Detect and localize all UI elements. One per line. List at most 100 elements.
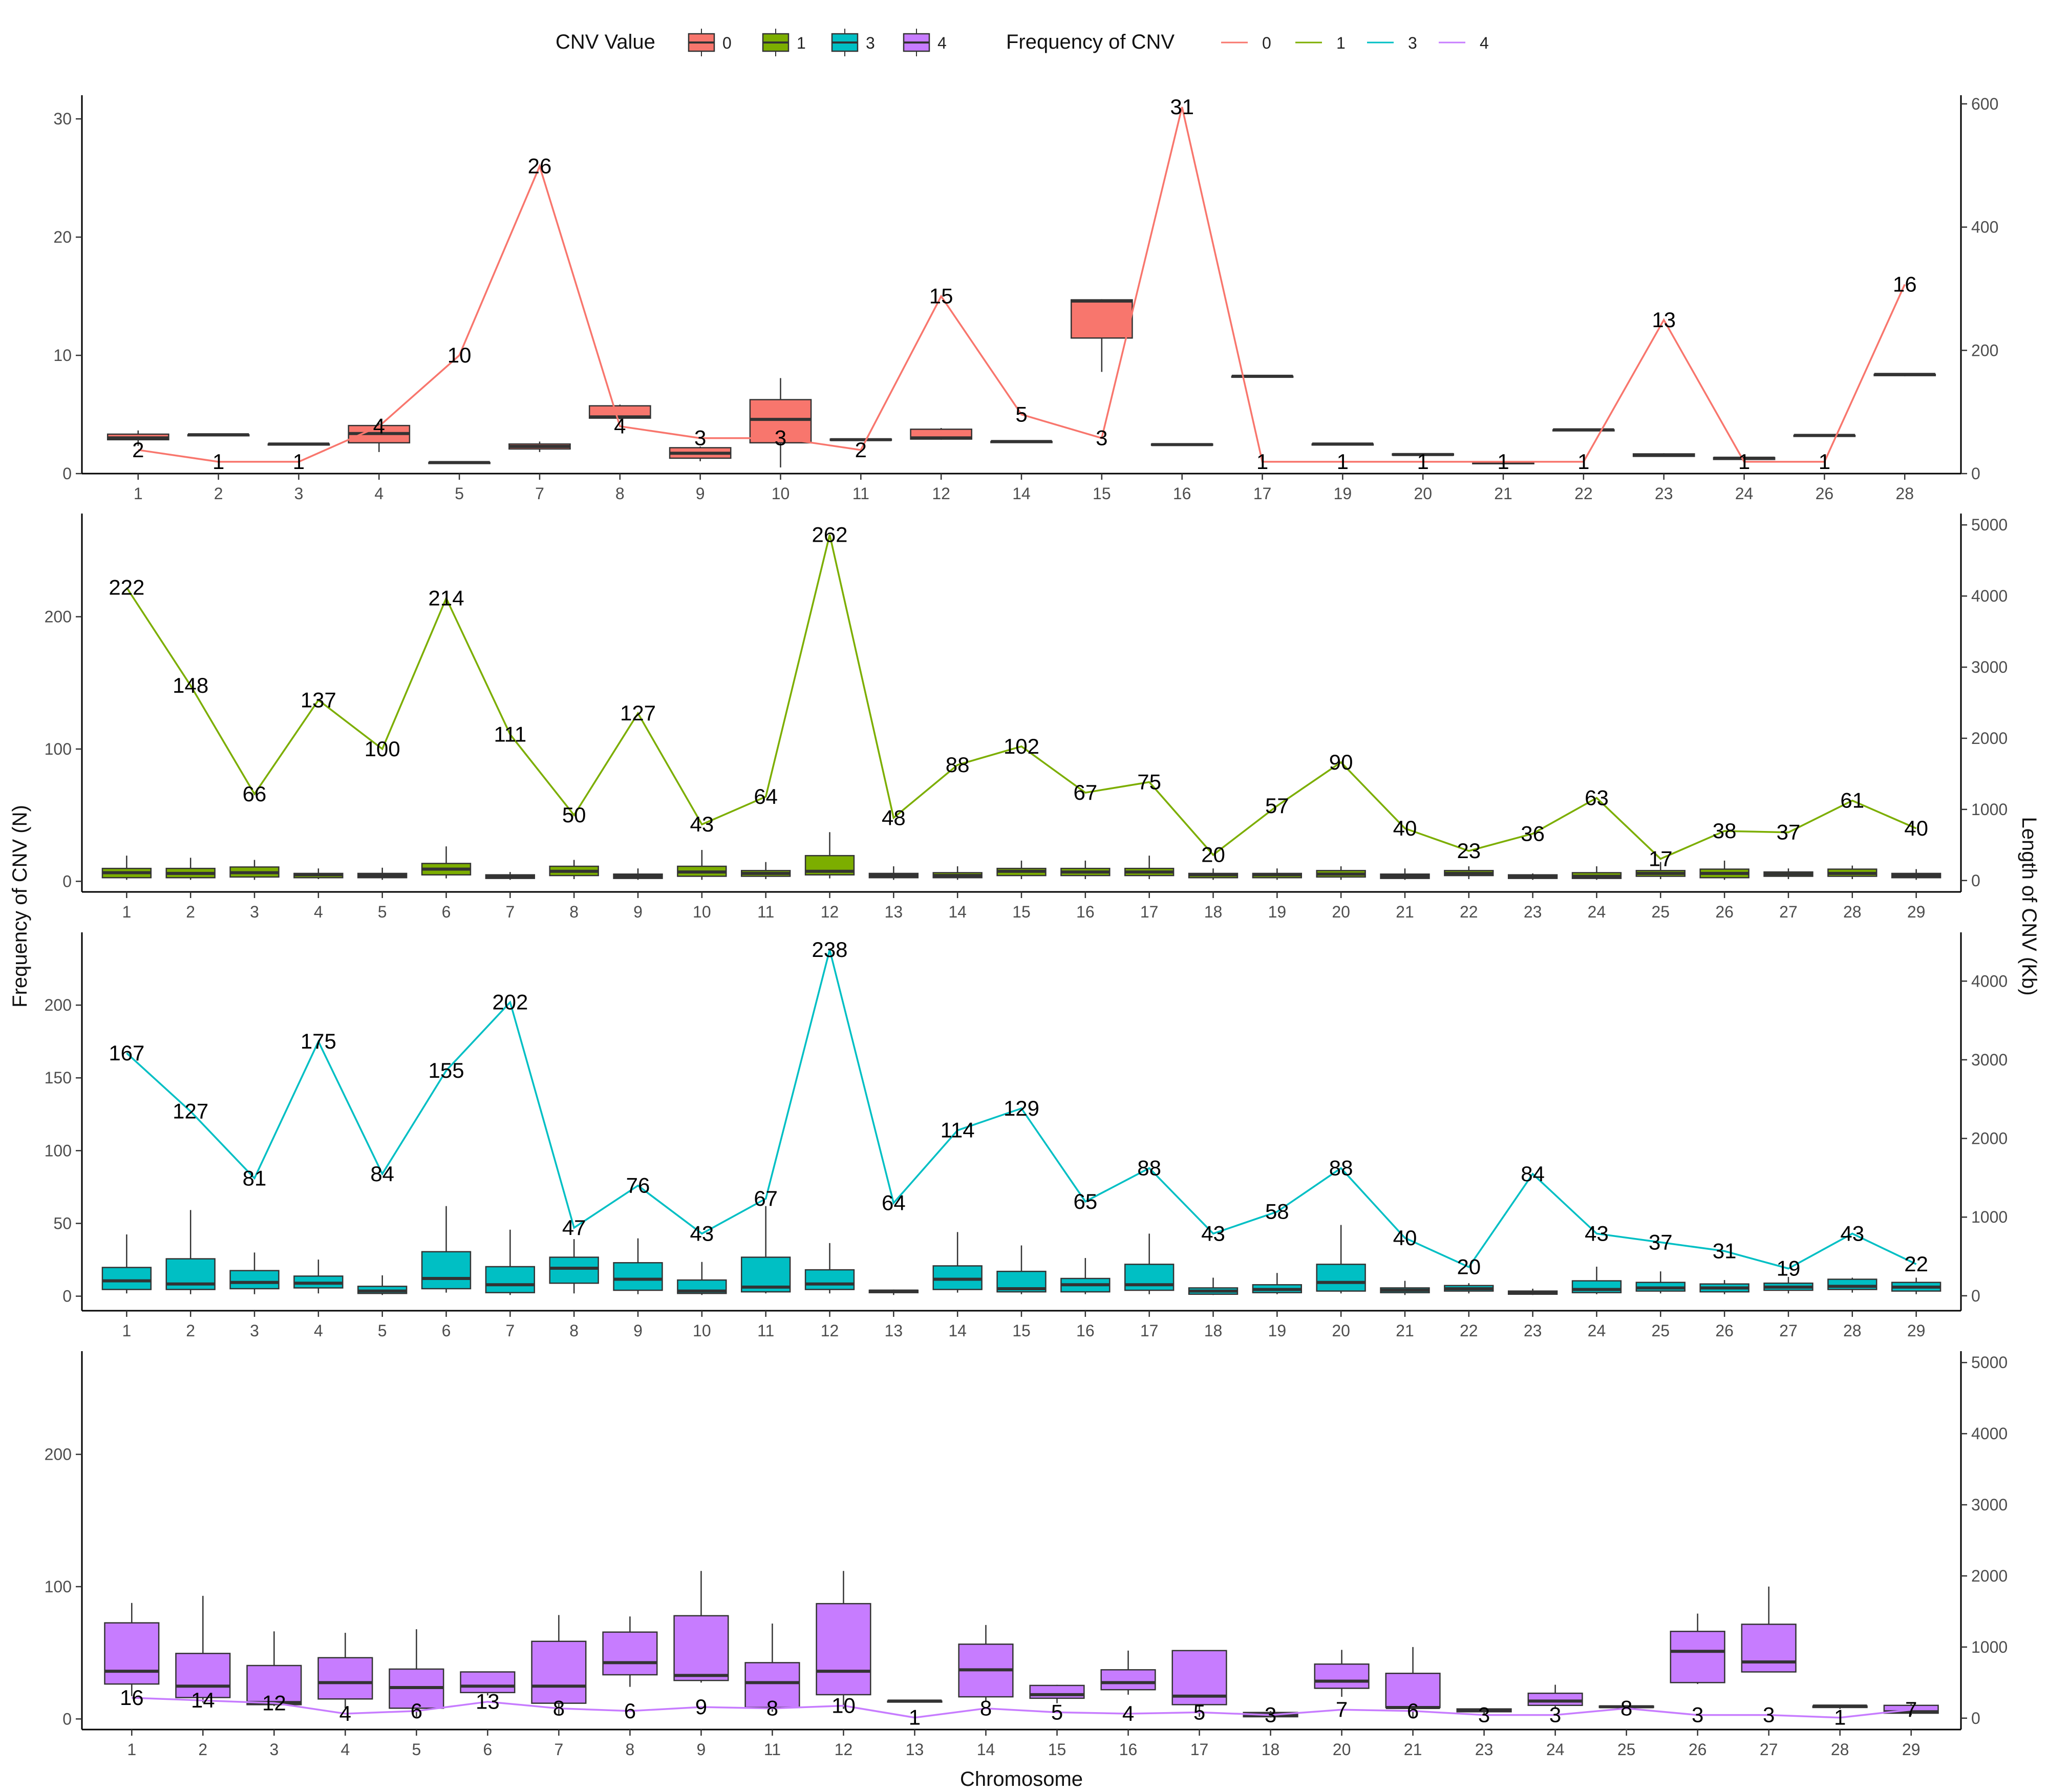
x-tick-label: 11 [757,903,774,921]
x-tick-label: 23 [1475,1740,1494,1759]
boxplot-chr-14 [958,1625,1014,1702]
legend-box-label-0: 0 [722,34,732,52]
boxplot-chr-12 [804,1243,855,1294]
frequency-label: 114 [941,1118,975,1142]
legend-line-key-3: 3 [1367,34,1417,52]
frequency-label: 202 [492,990,528,1014]
x-tick-label: 21 [1494,484,1512,503]
left-axis-title: Frequency of CNV (N) [9,805,31,1008]
boxplot-chr-15 [996,860,1047,879]
frequency-label: 1 [212,450,224,474]
x-tick-label: 4 [340,1740,350,1759]
frequency-label: 1 [1417,450,1429,474]
boxplot-chr-12 [816,1571,871,1709]
boxplot-chr-13 [868,866,919,880]
boxplot-chr-15 [1070,299,1133,372]
boxplot-chr-3 [229,860,280,880]
frequency-label: 16 [120,1686,144,1710]
left-tick-label: 30 [53,110,72,128]
x-tick-label: 1 [122,903,131,921]
legend-box-key-1: 1 [762,29,806,56]
boxplot-chr-6 [460,1671,516,1696]
x-tick-label: 17 [1140,1321,1159,1340]
legend-line-key-1: 1 [1295,34,1346,52]
frequency-label: 3 [1096,426,1107,450]
x-tick-label: 8 [569,1321,579,1340]
frequency-label: 15 [929,284,953,308]
frequency-label: 26 [528,154,552,178]
boxplot-chr-7 [485,1229,536,1295]
x-tick-label: 15 [1012,903,1031,921]
frequency-label: 23 [1457,839,1481,863]
boxplot-chr-5 [428,461,490,464]
x-tick-label: 7 [554,1740,564,1759]
frequency-label: 88 [946,753,970,777]
x-tick-label: 27 [1779,903,1798,921]
frequency-label: 43 [1840,1221,1864,1245]
frequency-label: 1 [1337,450,1349,474]
boxplot-chr-27 [1763,868,1814,879]
frequency-label: 10 [447,343,472,367]
x-tick-label: 14 [948,903,967,921]
x-tick-label: 3 [250,903,259,921]
frequency-label: 17 [1649,846,1673,870]
left-tick-label: 10 [53,346,72,365]
x-tick-label: 4 [314,903,323,921]
boxplot-chr-29 [1891,869,1942,880]
boxplot-chr-4 [293,868,344,879]
x-tick-label: 27 [1779,1321,1798,1340]
frequency-label: 65 [1073,1189,1097,1213]
frequency-label: 222 [109,575,144,600]
right-tick-label: 400 [1971,218,1998,237]
boxplot-chr-10 [677,1262,727,1295]
frequency-label: 13 [476,1690,500,1714]
x-tick-label: 18 [1204,1321,1223,1340]
x-tick-label: 6 [442,1321,451,1340]
frequency-label: 40 [1904,816,1928,840]
frequency-label: 84 [370,1162,394,1186]
x-tick-label: 19 [1268,903,1287,921]
frequency-label: 148 [173,673,208,697]
right-tick-label: 4000 [1971,587,2008,605]
x-tick-label: 11 [852,484,869,503]
x-tick-label: 5 [455,484,464,503]
x-tick-label: 8 [569,903,579,921]
right-tick-label: 600 [1971,95,1998,113]
boxplot-chr-6 [421,1206,472,1293]
right-tick-label: 0 [1971,871,1980,890]
frequency-label: 167 [109,1041,144,1065]
frequency-label: 7 [1336,1697,1348,1721]
x-tick-label: 27 [1760,1740,1778,1759]
boxplot-chr-5 [389,1629,444,1717]
frequency-label: 47 [562,1215,586,1240]
boxplot-chr-19 [1311,442,1374,446]
boxplot-chr-2 [187,433,250,437]
boxplot-chr-22 [1444,1283,1494,1294]
x-tick-label: 21 [1404,1740,1422,1759]
right-tick-label: 2000 [1971,1567,2008,1585]
x-tick-label: 20 [1333,1740,1351,1759]
boxplot-chr-7 [531,1615,587,1715]
x-tick-label: 2 [214,484,223,503]
frequency-label: 40 [1393,816,1417,840]
left-tick-label: 100 [45,1141,72,1160]
right-tick-label: 200 [1971,341,1998,359]
x-tick-label: 21 [1396,903,1414,921]
boxplot-chr-9 [673,1571,729,1683]
frequency-label: 90 [1329,750,1353,774]
boxplot-chr-3 [246,1631,302,1706]
boxplot-chr-1 [101,1234,152,1294]
x-tick-label: 7 [505,903,515,921]
boxplot-chr-11 [829,438,892,441]
frequency-label: 3 [694,426,706,450]
x-tick-label: 1 [134,484,143,503]
x-tick-label: 7 [505,1321,515,1340]
x-tick-label: 12 [821,1321,839,1340]
right-tick-label: 2000 [1971,1129,2008,1148]
right-tick-label: 4000 [1971,972,2008,990]
left-tick-label: 200 [45,996,72,1014]
x-tick-label: 14 [1012,484,1031,503]
frequency-label: 1 [909,1705,921,1730]
